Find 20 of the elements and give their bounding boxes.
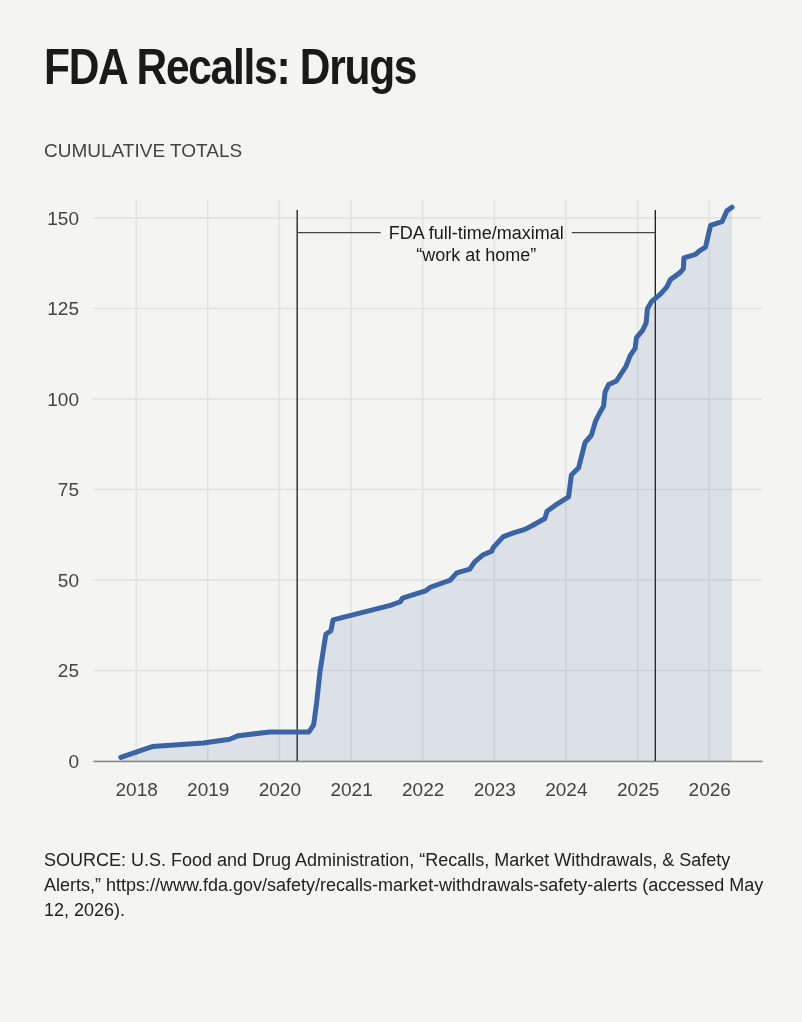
x-tick-label: 2022 (402, 779, 445, 801)
x-tick-label: 2023 (473, 779, 516, 801)
x-tick-label: 2024 (545, 779, 588, 801)
annotation: FDA full-time/maximal “work at home” (388, 222, 564, 265)
y-tick-label: 0 (68, 750, 79, 772)
x-tick-label: 2025 (617, 779, 660, 801)
x-tick-label: 2020 (258, 779, 301, 801)
chart-subtitle: CUMULATIVE TOTALS (44, 140, 243, 162)
x-tick-label: 2021 (330, 779, 373, 801)
source-note: SOURCE: U.S. Food and Drug Administration, “Recalls, Market Withdrawals, & Safety Alerts,” https://www.fda.gov/safety/recalls-market-withdrawals-safety-alerts (accessed May 12, 2026). (44, 849, 765, 922)
x-tick-label: 2019 (187, 779, 230, 801)
y-tick-label: 50 (57, 569, 79, 591)
y-tick-label: 125 (47, 298, 79, 320)
y-tick-label: 150 (47, 207, 79, 229)
y-tick-label: 25 (57, 660, 79, 682)
chart-title: FDA Recalls: Drugs (44, 38, 417, 96)
x-tick-label: 2018 (115, 779, 158, 801)
y-tick-label: 100 (47, 388, 79, 410)
y-tick-label: 75 (57, 479, 79, 501)
x-tick-label: 2026 (688, 779, 731, 801)
